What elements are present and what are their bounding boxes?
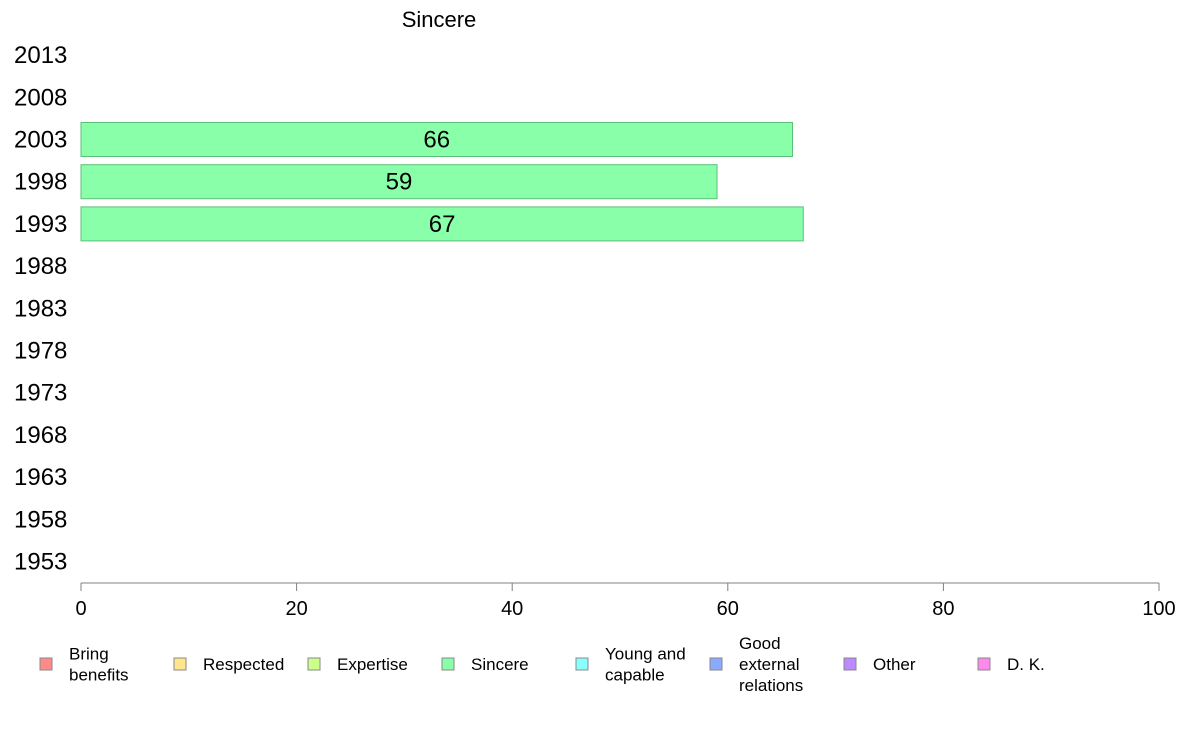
y-tick-label: 2008: [14, 84, 67, 111]
data-label: 59: [386, 169, 413, 196]
x-tick-label: 0: [75, 598, 86, 620]
y-tick-label: 2013: [14, 42, 67, 69]
y-tick-label: 1993: [14, 211, 67, 238]
y-tick-label: 1968: [14, 422, 67, 449]
legend-label: Good external relations: [739, 634, 803, 695]
legend-label: D. K.: [1007, 655, 1045, 674]
x-tick-label: 80: [932, 598, 954, 620]
legend-swatch: [307, 657, 321, 671]
legend-swatch: [39, 657, 53, 671]
legend-swatch: [173, 657, 187, 671]
legend: Bring benefits Respected Expertise Sincere Yo…: [39, 634, 1045, 695]
legend-label: Respected: [203, 655, 284, 674]
x-tick-label: 60: [717, 598, 739, 620]
x-tick-label: 100: [1142, 598, 1175, 620]
y-tick-label: 1963: [14, 464, 67, 491]
bar: [80, 164, 718, 200]
legend-label: Bring benefits: [69, 645, 129, 685]
y-tick-label: 1953: [14, 549, 67, 576]
y-tick-label: 1978: [14, 338, 67, 365]
y-tick-label: 1973: [14, 380, 67, 407]
legend-swatch: [843, 657, 857, 671]
y-axis-ticks: 2013 2008 2003 1998 1993 1988 1983 1978 1973 1968…: [14, 42, 67, 575]
y-tick-label: 1983: [14, 295, 67, 322]
legend-label: Other: [873, 655, 916, 674]
legend-label: Expertise: [337, 655, 408, 674]
legend-swatch: [977, 657, 991, 671]
x-tick-label: 40: [501, 598, 523, 620]
legend-swatch: [575, 657, 589, 671]
y-tick-label: 1988: [14, 253, 67, 280]
legend-label: Young and capable: [605, 645, 686, 685]
y-tick-label: 2003: [14, 127, 67, 154]
y-tick-label: 1998: [14, 169, 67, 196]
x-axis: 0 20 40 60 80 100: [75, 582, 1176, 620]
bars: [80, 122, 804, 242]
legend-label: Sincere: [471, 655, 529, 674]
bar: [80, 206, 804, 242]
chart-title: Sincere: [402, 7, 477, 32]
legend-swatch: [441, 657, 455, 671]
y-tick-label: 1958: [14, 506, 67, 533]
data-labels: 66 59 67: [386, 127, 456, 238]
legend-swatch: [709, 657, 723, 671]
bar: [80, 122, 793, 157]
data-label: 66: [423, 127, 450, 154]
x-tick-label: 20: [285, 598, 307, 620]
data-label: 67: [429, 211, 456, 238]
